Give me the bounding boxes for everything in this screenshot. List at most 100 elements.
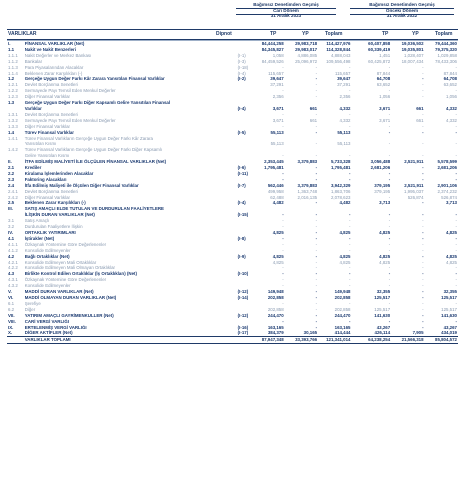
- row-code: 4.3: [8, 271, 15, 277]
- row-value: 2,356: [272, 94, 284, 100]
- row-value: -: [315, 94, 318, 100]
- row-value: 87,844: [376, 70, 391, 76]
- row-value: -: [388, 271, 391, 277]
- row-value: 32,355: [376, 289, 391, 295]
- row-value: -: [315, 170, 318, 176]
- row-note: (I-14): [237, 294, 249, 300]
- row-value: 526,874: [441, 194, 457, 200]
- row-note: (I-16): [237, 324, 249, 330]
- row-note: (I-8): [237, 235, 246, 241]
- row-code: 3.2: [8, 224, 15, 230]
- row-value: -: [388, 241, 391, 247]
- table-header: Bağımsız Denetimden Geçmiş Cari Dönem 31…: [0, 0, 462, 40]
- table-row: 1.2.1 Devlet Borçlanma Senetleri 37,291 - 37…: [7, 82, 458, 88]
- row-value: 3,671: [272, 117, 284, 123]
- column-header-current-tp: TP: [270, 30, 277, 37]
- row-value: 30,165: [303, 330, 318, 336]
- row-value: -: [349, 64, 351, 70]
- row-label: Konsolide Edilmeyen Mali Olmayan Ortaklı…: [24, 265, 115, 271]
- row-label: Özkaynak Yöntemine Göre Değerlenenler: [24, 241, 107, 247]
- table-row: 4.2.1 Konsolide Edilmeyen Mali Ortaklıkla…: [7, 260, 458, 266]
- assets-table: I. FİNANSAL VARLIKLAR (Net) 84,444,258 29,9…: [7, 39, 458, 345]
- current-period-label: Cari Dönem: [273, 7, 299, 13]
- row-value: -: [422, 230, 424, 235]
- row-value: 84,345,827: [261, 46, 284, 52]
- total-value: 33,393,766: [284, 336, 319, 345]
- row-value: 55,113: [270, 129, 284, 135]
- row-value: -: [315, 212, 318, 218]
- row-value: -: [422, 111, 424, 117]
- row-value: 141,630: [441, 312, 457, 318]
- row-label: DİĞER AKTİFLER (Net): [24, 330, 73, 336]
- row-value: -: [282, 271, 284, 277]
- table-row: IV. ORTAKLIK YATIRIMLARI 4,825 - 4,825 4,825 -…: [7, 230, 458, 236]
- table-row: 1.3.2 Sermayede Payı Temsil Eden Menkul D…: [7, 118, 458, 124]
- row-value: -: [388, 212, 391, 218]
- column-header-bar: [7, 29, 458, 40]
- row-value: -: [282, 218, 284, 224]
- row-value: -: [315, 300, 318, 306]
- row-value: 60,339,419: [368, 46, 391, 52]
- row-label: Birlikte Kontrol Edilen Ortaklıklar (İş …: [24, 271, 137, 277]
- row-label: Nakit ve Nakit Benzerleri: [24, 46, 76, 52]
- row-value: -: [282, 265, 284, 271]
- row-value: 3,671: [379, 105, 391, 111]
- row-value: 39,647: [337, 76, 351, 82]
- row-value: -: [349, 212, 351, 218]
- total-note: [236, 336, 252, 345]
- row-value: -: [455, 265, 457, 271]
- row-value: -: [388, 153, 391, 159]
- table-row: I. FİNANSAL VARLIKLAR (Net) 84,444,258 29,9…: [7, 39, 458, 47]
- row-code: 4.1.1: [8, 241, 18, 247]
- row-value: -: [455, 218, 457, 224]
- table-row: 4.3 Birlikte Kontrol Edilen Ortaklıklar (…: [7, 271, 458, 277]
- row-note: (I-17): [237, 330, 249, 336]
- row-label: Sermayede Payı Temsil Eden Menkul Değerl…: [24, 88, 116, 94]
- row-value: 2,521,911: [404, 159, 424, 165]
- row-label: ERTELENMİŞ VERGİ VARLIĞI: [24, 324, 87, 330]
- row-code: IX.: [8, 324, 14, 330]
- row-value: -: [315, 111, 318, 117]
- row-note: [236, 39, 252, 47]
- row-code: 1.2.3: [8, 94, 18, 100]
- table-row: VIII. CARİ VERGİ VARLIĞI - - - - - -: [7, 319, 458, 325]
- row-value: 244,470: [334, 312, 351, 318]
- table-row: V. MADDİ DURAN VARLIKLAR (Net) (I-12) 149,9…: [7, 289, 458, 295]
- table-row: 4.3.1 Özkaynak Yöntemine Göre Değerlenenl…: [7, 277, 458, 283]
- row-value: 7,905: [412, 330, 424, 336]
- row-value: 1,795,481: [330, 165, 351, 171]
- row-value: 4,482: [339, 200, 351, 206]
- row-value: 125,517: [374, 306, 391, 312]
- row-value: -: [422, 224, 424, 230]
- row-value: 4,482: [272, 200, 284, 206]
- table-row: 1.3.3 Diğer Finansal Varlıklar - - - - - -: [7, 124, 458, 130]
- row-value: 87,844: [443, 70, 457, 76]
- table-row: 4.3.2 Konsolide Edilmeyenler - - - - - -: [7, 283, 458, 289]
- row-code: 1.2.1: [8, 82, 18, 88]
- row-value: -: [422, 271, 424, 277]
- row-value: 562,446: [267, 182, 284, 188]
- row-value: -: [422, 300, 424, 306]
- row-code: 1.1: [8, 46, 15, 52]
- row-label: Kiralama İşlemlerinden Alacaklar: [24, 170, 94, 176]
- row-note: (I-10): [237, 271, 249, 277]
- row-value: 37,291: [270, 82, 284, 88]
- row-value: -: [455, 88, 457, 94]
- row-value: -: [455, 212, 457, 218]
- row-value: 434,019: [441, 330, 457, 336]
- row-value: -: [315, 259, 318, 265]
- row-value: -: [282, 123, 284, 129]
- row-value: -: [388, 235, 391, 241]
- row-value: 125,517: [374, 294, 391, 300]
- row-value: -: [388, 129, 391, 135]
- row-value: -: [455, 318, 457, 324]
- row-value: -: [422, 324, 424, 330]
- row-label: CARİ VERGİ VARLIĞI: [24, 318, 70, 324]
- row-value: -: [422, 294, 424, 300]
- table-row: 3.2 Durdurulan Faaliyetlere İlişkin - - - - - -: [7, 224, 458, 230]
- column-header-previous-yp: YP: [412, 30, 419, 37]
- row-value: 149,948: [334, 289, 351, 295]
- table-row: 1.4 Türev Finansal Varlıklar (I-5) 55,113 - 5…: [7, 130, 458, 136]
- row-label: Devlet Borçlanma Senetleri: [24, 111, 78, 117]
- row-label: İLİŞKİN DURAN VARLIKLAR (Net): [24, 212, 95, 218]
